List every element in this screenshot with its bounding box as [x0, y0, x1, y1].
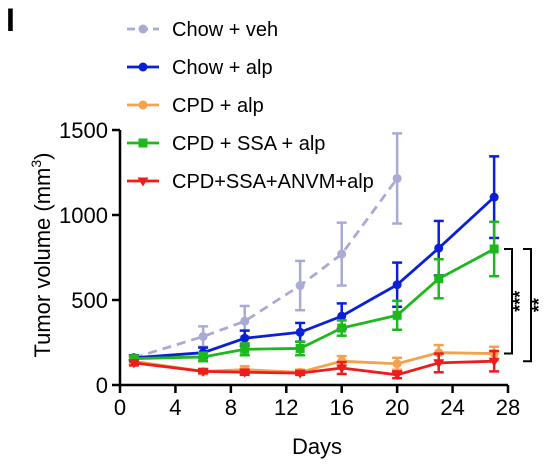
legend-entry-1: Chow + veh [127, 19, 278, 41]
data-point [488, 357, 500, 367]
legend-entry-5: CPD+SSA+ANVM+alp [127, 171, 374, 193]
significance-label: *** [510, 291, 530, 312]
legend-swatch-marker [138, 24, 148, 34]
data-point [294, 369, 306, 379]
y-axis-label-superscript: 3 [28, 160, 44, 168]
data-point [337, 249, 347, 259]
legend-swatch-marker [138, 62, 148, 72]
data-point [240, 344, 250, 354]
series-5 [128, 349, 500, 381]
y-tick-label: 0 [96, 373, 108, 398]
data-point [391, 371, 403, 381]
y-tick-label: 1000 [59, 203, 108, 228]
data-point [337, 323, 347, 333]
data-point [239, 368, 251, 378]
bracket-line [504, 248, 513, 355]
x-tick-label: 20 [385, 395, 409, 420]
data-point [240, 333, 250, 343]
data-point [392, 173, 402, 183]
y-axis-label: Tumor volume (mm3) [28, 153, 55, 358]
data-point [295, 281, 305, 291]
data-point [295, 343, 305, 353]
data-point [434, 274, 444, 284]
data-point [392, 310, 402, 320]
series-1 [128, 132, 403, 363]
legend-label: CPD + SSA + alp [172, 133, 325, 155]
data-point [434, 243, 444, 253]
data-point [337, 311, 347, 321]
significance-bracket-1: *** [504, 248, 530, 355]
x-axis-label: Days [292, 434, 342, 459]
legend-entry-3: CPD + alp [127, 95, 264, 117]
legend-swatch-marker [138, 138, 148, 148]
bracket-line [523, 248, 532, 363]
legend-label: CPD + alp [172, 95, 264, 117]
series-line [133, 247, 495, 361]
panel-label: I [6, 2, 15, 38]
x-tick-label: 16 [329, 395, 353, 420]
series-line [133, 196, 496, 360]
data-point [129, 354, 139, 364]
data-point [197, 367, 209, 377]
legend-label: Chow + veh [172, 19, 278, 41]
x-tick-label: 24 [440, 395, 464, 420]
axes: 0 500 1000 1500 0 4 8 12 16 20 24 28 [59, 118, 520, 420]
significance-bracket-2: ** [523, 248, 549, 363]
significance-label: ** [529, 298, 549, 312]
x-tick-label: 8 [225, 395, 237, 420]
legend-entry-4: CPD + SSA + alp [127, 133, 325, 155]
series-line [133, 177, 399, 360]
x-tick-label: 12 [274, 395, 298, 420]
significance-annotations: *** ** [504, 248, 549, 363]
series-4 [128, 220, 500, 364]
legend-label: CPD+SSA+ANVM+alp [172, 171, 374, 193]
data-point [489, 244, 499, 254]
data-point [198, 352, 208, 362]
legend-swatch-marker [138, 100, 148, 110]
y-tick-label: 500 [71, 288, 108, 313]
x-tick-label: 4 [169, 395, 181, 420]
y-axis-label-close: ) [30, 153, 55, 160]
data-point [128, 359, 140, 369]
legend: Chow + veh Chow + alp CPD + alp CPD + SSA +… [127, 19, 374, 193]
y-tick-label: 1500 [59, 118, 108, 143]
plot-area [128, 132, 500, 381]
y-axis-label-main: Tumor volume (mm [30, 168, 55, 358]
data-point [433, 359, 445, 369]
legend-entry-2: Chow + alp [127, 57, 273, 79]
x-tick-label: 28 [496, 395, 520, 420]
legend-swatch-marker [137, 177, 149, 187]
x-tick-label: 0 [114, 395, 126, 420]
data-point [240, 316, 250, 326]
series-line [133, 359, 495, 377]
data-point [295, 327, 305, 337]
data-point [392, 359, 402, 369]
data-point [336, 364, 348, 374]
data-point [198, 332, 208, 342]
legend-label: Chow + alp [172, 57, 273, 79]
data-point [392, 280, 402, 290]
data-point [489, 192, 499, 202]
